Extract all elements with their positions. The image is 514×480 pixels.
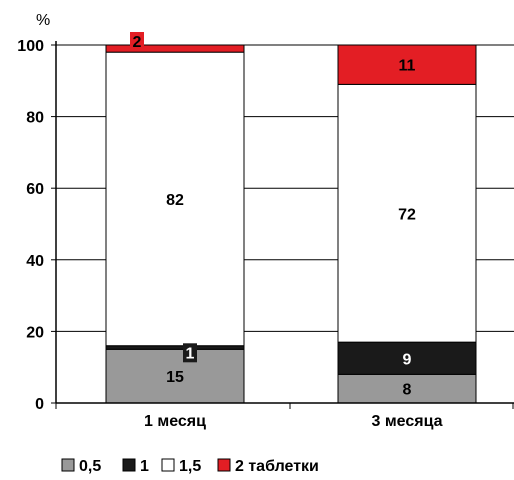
y-tick-label: 80 [26, 110, 44, 127]
legend: 0,5 1 1,5 2 таблетки [61, 458, 319, 475]
value-label: 15 [166, 369, 184, 386]
value-label: 9 [403, 351, 412, 368]
y-tick-label: 40 [26, 253, 44, 270]
x-tick-label: 3 месяца [371, 413, 442, 430]
bar-stack: 8 9 72 11 [337, 44, 477, 404]
axes [55, 41, 514, 409]
legend-swatch [217, 458, 231, 472]
value-label: 72 [398, 206, 416, 223]
value-label: 11 [399, 58, 416, 75]
legend-swatch [161, 458, 175, 472]
bar-segment [105, 345, 245, 350]
bar-segment [337, 373, 477, 404]
value-label: 82 [166, 192, 184, 209]
legend-label: 1 [140, 458, 149, 475]
value-label: 2 [133, 34, 142, 51]
legend-label: 2 таблетки [235, 458, 319, 475]
legend-item: 1 [122, 458, 149, 475]
y-tick-label: 60 [26, 181, 44, 198]
bar-segment [105, 44, 245, 53]
y-axis-ticks: 0 20 40 60 80 100 [17, 38, 56, 413]
x-axis-labels: 1 месяц 3 месяца [144, 413, 443, 430]
bar-segment [105, 348, 245, 404]
bar-stack: 151 82 2 [105, 32, 245, 404]
y-tick-label: 100 [17, 38, 44, 55]
legend-item: 0,5 [61, 458, 101, 475]
legend-label: 1,5 [179, 458, 201, 475]
legend-swatch [61, 458, 75, 472]
y-tick-label: 20 [26, 324, 44, 341]
legend-item: 2 таблетки [217, 458, 319, 475]
x-tick-label: 1 месяц [144, 413, 206, 430]
value-label: 1 [186, 345, 195, 362]
value-label-badge [130, 32, 144, 51]
bar-segment [337, 341, 477, 375]
bar-segment [337, 83, 477, 343]
bar-segment [337, 44, 477, 85]
legend-label: 0,5 [79, 458, 101, 475]
legend-swatch [122, 458, 136, 472]
value-label: 8 [403, 382, 412, 399]
y-tick-label: 0 [35, 396, 44, 413]
y-axis-unit-label: % [36, 12, 50, 29]
bars: 151 82 2 8 9 72 11 [105, 32, 477, 404]
value-label-badge [183, 343, 197, 363]
bar-segment [105, 51, 245, 347]
legend-item: 1,5 [161, 458, 201, 475]
